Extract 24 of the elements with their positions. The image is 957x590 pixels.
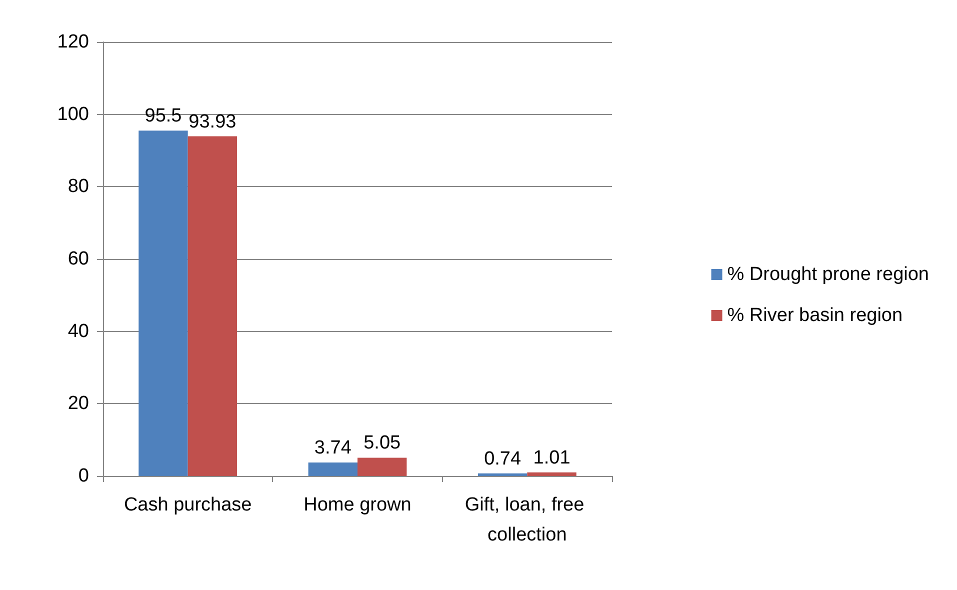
y-tick-label: 0 (78, 466, 89, 486)
y-tick-label: 120 (57, 32, 89, 52)
data-label: 5.05 (364, 432, 401, 454)
bar (308, 462, 358, 476)
y-tick-label: 40 (68, 320, 89, 342)
data-label: 1.01 (533, 447, 570, 468)
y-tick-label: 60 (68, 248, 89, 270)
bar (138, 130, 188, 476)
legend-label: % Drought prone region (727, 264, 930, 285)
y-tick-label: 20 (68, 393, 89, 414)
y-tick-label: 80 (68, 176, 89, 198)
y-tick-label: 100 (57, 104, 89, 125)
data-label: 93.93 (188, 111, 236, 132)
data-label: 0.74 (484, 448, 522, 470)
bar (358, 458, 407, 476)
x-tick-label: Home grown (304, 494, 412, 516)
data-label: 3.74 (314, 437, 352, 458)
x-tick-label: Gift, loan, free collection (464, 494, 590, 546)
bar (188, 136, 238, 476)
legend-label: % River basin region (727, 305, 903, 326)
bar (527, 472, 576, 476)
x-tick-label: Cash purchase (124, 494, 252, 516)
bar (478, 473, 528, 476)
data-label: 95.5 (144, 106, 182, 127)
